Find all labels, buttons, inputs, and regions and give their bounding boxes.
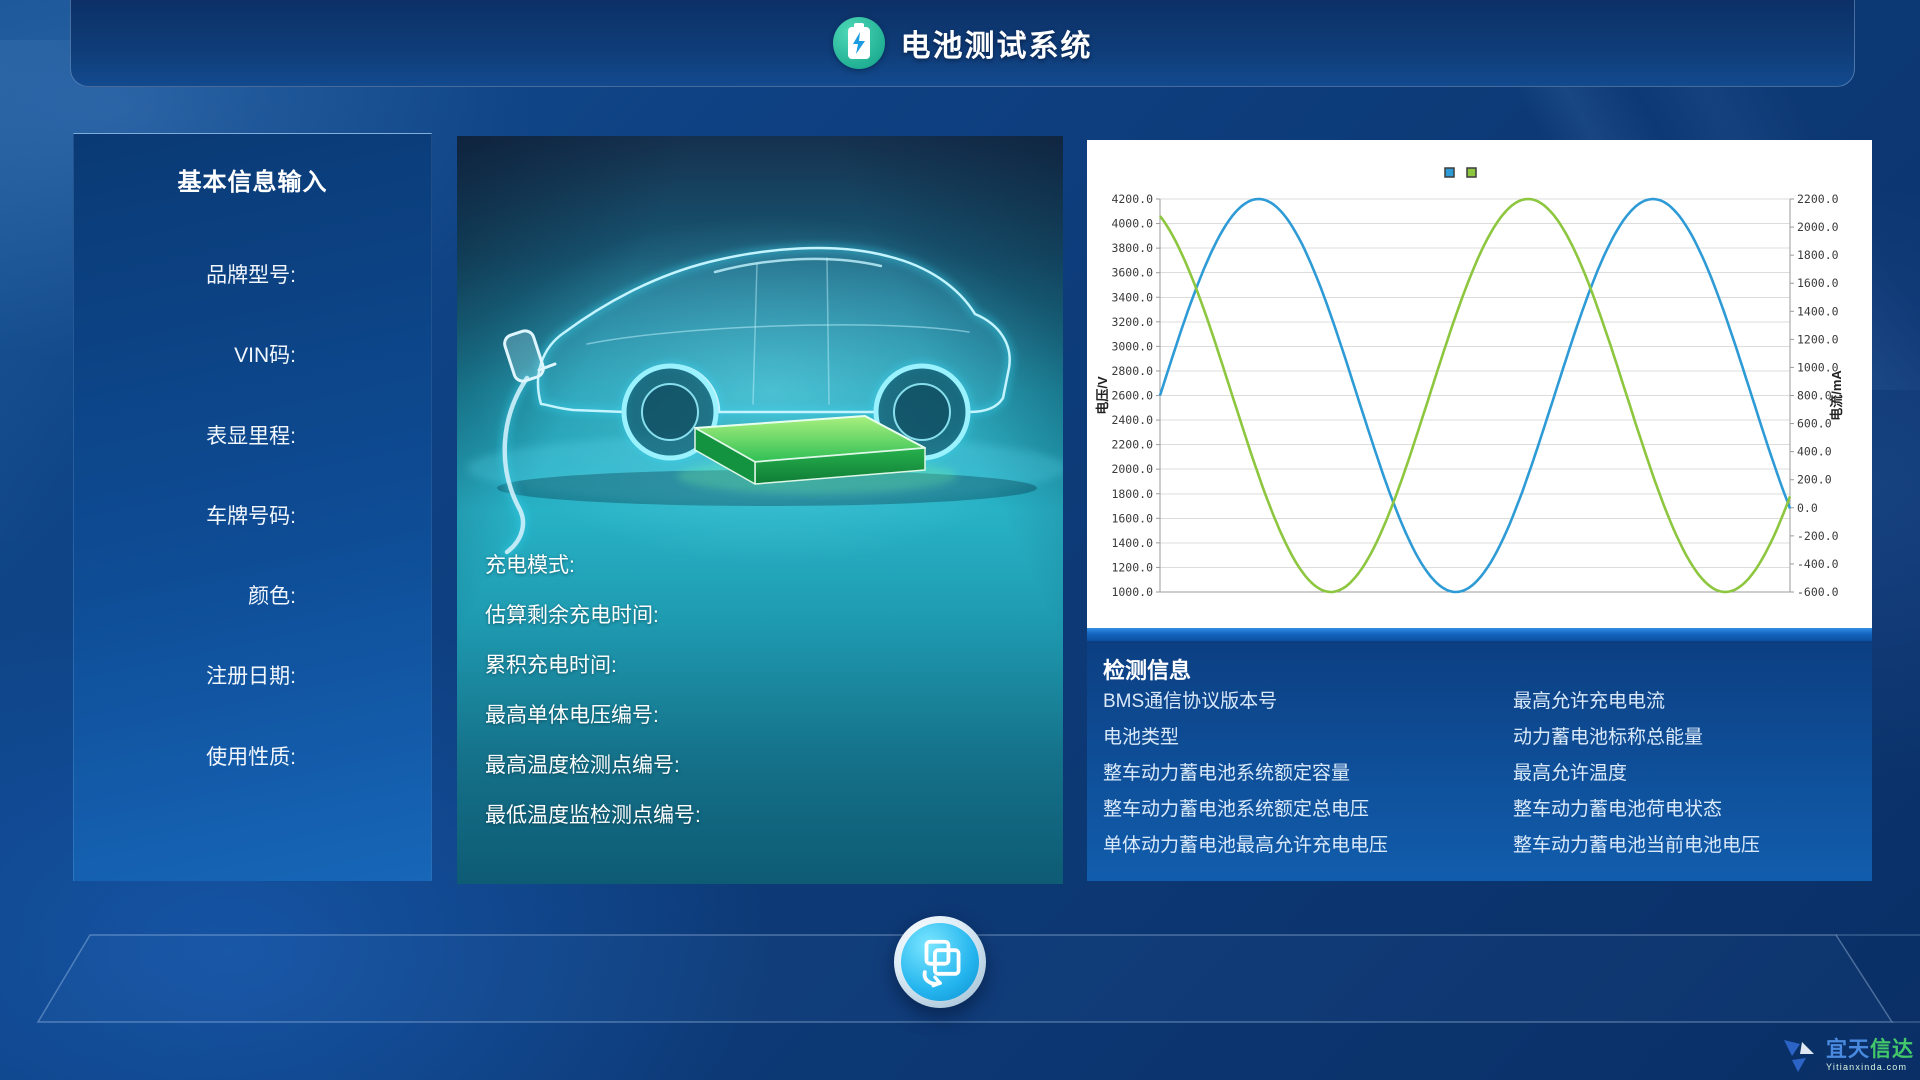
vehicle-illustration-panel: 充电模式: 估算剩余充电时间: 累积充电时间: 最高单体电压编号: 最高温度检测… — [457, 136, 1063, 884]
field-label-accumulated-charge-time: 累积充电时间: — [485, 654, 617, 677]
svg-text:2400.0: 2400.0 — [1111, 413, 1153, 427]
detection-info-title: 检测信息 — [1103, 658, 1192, 683]
svg-text:1600.0: 1600.0 — [1111, 511, 1153, 525]
svg-text:-200.0: -200.0 — [1797, 529, 1839, 543]
svg-text:2000.0: 2000.0 — [1797, 220, 1839, 234]
detection-info-panel: 检测信息 BMS通信协议版本号 电池类型 整车动力蓄电池系统额定容量 整车动力蓄… — [1087, 641, 1872, 881]
basic-info-title: 基本信息输入 — [177, 169, 328, 196]
svg-text:1800.0: 1800.0 — [1111, 487, 1153, 501]
info-item-max-temperature: 最高允许温度 — [1513, 763, 1628, 784]
page-title: 电池测试系统 — [900, 30, 1093, 63]
field-label-remaining-charge-time: 估算剩余充电时间: — [485, 604, 659, 627]
copy-sync-icon — [922, 939, 961, 988]
watermark-brand: 宜天信达 — [1826, 1039, 1914, 1060]
field-label-usage-type: 使用性质: — [206, 745, 296, 769]
svg-text:-400.0: -400.0 — [1797, 557, 1839, 571]
svg-text:3200.0: 3200.0 — [1111, 315, 1153, 329]
svg-text:2200.0: 2200.0 — [1111, 438, 1153, 452]
voltage-current-chart: 4200.0 4000.0 3800.0 3600.0 3400.0 3200.0 3000… — [1087, 140, 1872, 628]
field-label-register-date: 注册日期: — [206, 665, 296, 689]
basic-info-field-list: 品牌型号: VIN码: 表显里程: 车牌号码: 颜色: 注册日期: 使用性质: — [74, 236, 296, 798]
svg-text:1600.0: 1600.0 — [1797, 276, 1839, 290]
svg-text:3000.0: 3000.0 — [1111, 339, 1153, 353]
transfer-icon — [901, 923, 979, 1001]
chart-info-divider — [1087, 628, 1872, 641]
svg-text:0.0: 0.0 — [1797, 501, 1818, 515]
info-item-soc-state: 整车动力蓄电池荷电状态 — [1513, 799, 1723, 820]
svg-text:4000.0: 4000.0 — [1111, 217, 1153, 231]
svg-text:3400.0: 3400.0 — [1111, 290, 1153, 304]
info-item-max-charge-current: 最高允许充电电流 — [1513, 691, 1666, 712]
yitianxinda-logo-icon — [1784, 1040, 1814, 1072]
data-transfer-button[interactable] — [894, 916, 986, 1008]
line-chart-canvas: 4200.0 4000.0 3800.0 3600.0 3400.0 3200.0 3000… — [1095, 167, 1844, 599]
svg-text:4200.0: 4200.0 — [1111, 192, 1153, 206]
svg-text:1000.0: 1000.0 — [1797, 360, 1839, 374]
svg-text:400.0: 400.0 — [1797, 445, 1832, 459]
field-label-charge-mode: 充电模式: — [485, 554, 575, 577]
svg-text:1000.0: 1000.0 — [1111, 585, 1153, 599]
basic-info-panel: 基本信息输入 品牌型号: VIN码: 表显里程: 车牌号码: 颜色: 注册日期:… — [73, 133, 432, 881]
svg-text:200.0: 200.0 — [1797, 473, 1832, 487]
charging-field-list: 充电模式: 估算剩余充电时间: 累积充电时间: 最高单体电压编号: 最高温度检测… — [485, 541, 701, 841]
svg-text:3800.0: 3800.0 — [1111, 241, 1153, 255]
field-label-max-cell-voltage-no: 最高单体电压编号: — [485, 704, 659, 727]
svg-text:600.0: 600.0 — [1797, 417, 1832, 431]
info-item-nominal-energy: 动力蓄电池标称总能量 — [1513, 727, 1704, 748]
field-label-max-temp-point-no: 最高温度检测点编号: — [485, 754, 680, 777]
field-label-odometer: 表显里程: — [206, 424, 296, 448]
charging-cable-illustration — [500, 329, 557, 557]
info-item-cell-max-charge-voltage: 单体动力蓄电池最高允许充电电压 — [1103, 835, 1389, 856]
svg-text:1800.0: 1800.0 — [1797, 248, 1839, 262]
battery-glyph — [847, 23, 870, 59]
field-label-min-temp-point-no: 最低温度监检测点编号: — [485, 804, 701, 827]
info-item-battery-type: 电池类型 — [1103, 727, 1180, 748]
field-label-plate-number: 车牌号码: — [206, 504, 296, 528]
detection-info-left-column: BMS通信协议版本号 电池类型 整车动力蓄电池系统额定容量 整车动力蓄电池系统额… — [1103, 684, 1503, 864]
detection-info-right-column: 最高允许充电电流 动力蓄电池标称总能量 最高允许温度 整车动力蓄电池荷电状态 整… — [1513, 684, 1863, 864]
app-header: 电池测试系统 — [70, 0, 1855, 87]
info-item-bms-protocol-version: BMS通信协议版本号 — [1103, 691, 1278, 712]
battery-pack-illustration — [677, 415, 957, 494]
battery-icon — [832, 17, 885, 69]
svg-text:1400.0: 1400.0 — [1797, 304, 1839, 318]
svg-text:电流/mA: 电流/mA — [1829, 370, 1844, 421]
svg-text:2800.0: 2800.0 — [1111, 364, 1153, 378]
svg-text:3600.0: 3600.0 — [1111, 266, 1153, 280]
svg-text:-600.0: -600.0 — [1797, 585, 1839, 599]
watermark-brand-green: 信达 — [1870, 1037, 1914, 1061]
info-item-current-pack-voltage: 整车动力蓄电池当前电池电压 — [1513, 835, 1761, 856]
ev-car-illustration — [467, 244, 1063, 557]
svg-text:2000.0: 2000.0 — [1111, 462, 1153, 476]
svg-text:1200.0: 1200.0 — [1797, 332, 1839, 346]
svg-text:电压/V: 电压/V — [1095, 376, 1110, 415]
svg-text:800.0: 800.0 — [1797, 389, 1832, 403]
field-label-vin: VIN码: — [234, 344, 296, 368]
svg-text:2600.0: 2600.0 — [1111, 389, 1153, 403]
svg-text:1400.0: 1400.0 — [1111, 536, 1153, 550]
field-label-brand-model: 品牌型号: — [206, 264, 296, 287]
watermark-domain: Yitianxinda.com — [1826, 1061, 1908, 1072]
svg-text:2200.0: 2200.0 — [1797, 192, 1839, 206]
field-label-color: 颜色: — [248, 585, 296, 609]
lightning-bolt-icon — [852, 32, 865, 54]
info-item-rated-total-voltage: 整车动力蓄电池系统额定总电压 — [1103, 799, 1370, 820]
svg-text:1200.0: 1200.0 — [1111, 560, 1153, 574]
watermark: 宜天信达 Yitianxinda.com — [1778, 1034, 1914, 1076]
info-item-rated-capacity: 整车动力蓄电池系统额定容量 — [1103, 763, 1351, 784]
watermark-brand-blue: 宜天 — [1826, 1037, 1870, 1061]
